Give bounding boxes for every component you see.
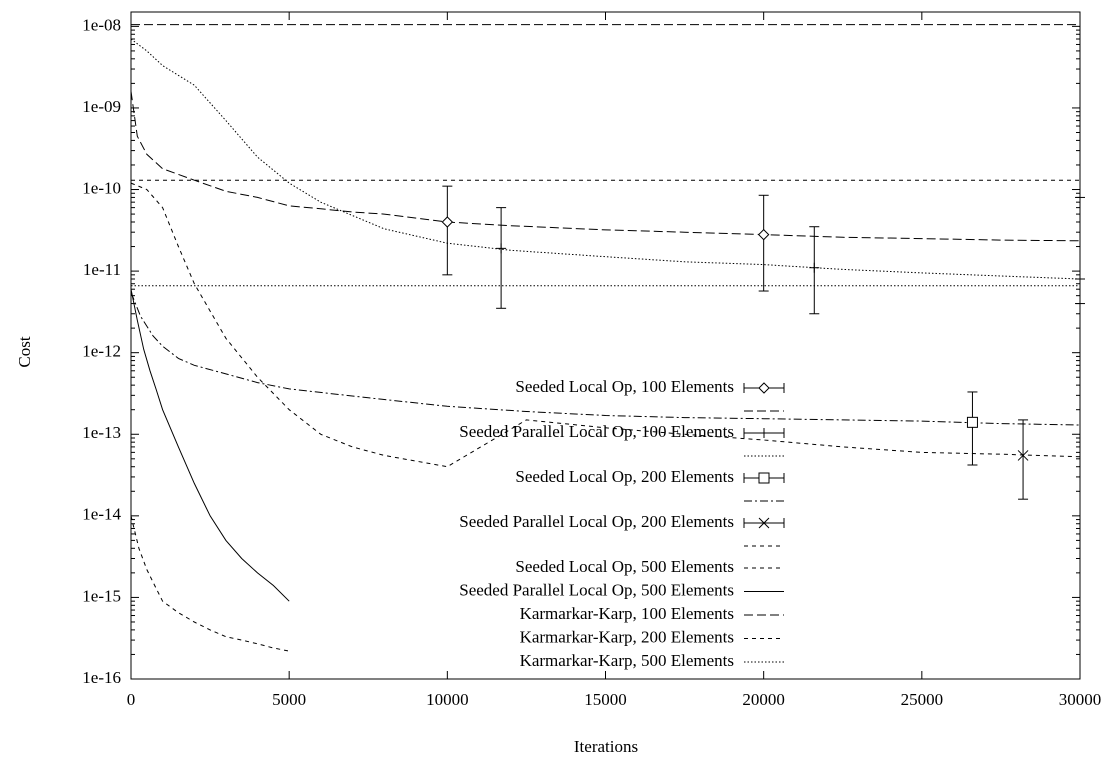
cross-marker (1017, 450, 1029, 461)
diamond-marker (441, 216, 454, 228)
series-line (130, 292, 1081, 426)
legend-label: Seeded Local Op, 500 Elements (515, 557, 734, 576)
x-tick-label: 5000 (272, 690, 306, 709)
series-3 (130, 292, 1081, 466)
y-tick-label: 1e-16 (82, 668, 121, 687)
x-tick-label: 0 (127, 690, 136, 709)
legend-item: Seeded Parallel Local Op, 100 Elements (459, 422, 785, 457)
legend-item: Seeded Local Op, 500 Elements (515, 557, 784, 576)
diamond-marker (758, 382, 770, 394)
plot-border (130, 11, 1081, 680)
square-marker (758, 472, 770, 484)
y-tick-label: 1e-11 (83, 260, 121, 279)
x-tick-label: 25000 (901, 690, 944, 709)
cross-marker (758, 517, 770, 529)
series-4 (130, 182, 1081, 500)
x-tick-label: 20000 (742, 690, 785, 709)
axis-ticks: 1e-16 1e-15 1e-14 1e-13 1e-12 1e-11 1e-10 1e-09… (82, 12, 1101, 709)
legend-item: Karmarkar-Karp, 200 Elements (520, 627, 784, 646)
series-5 (130, 515, 290, 652)
legend-item: Karmarkar-Karp, 100 Elements (520, 604, 784, 623)
legend-label: Karmarkar-Karp, 100 Elements (520, 604, 734, 623)
series-line (130, 91, 1081, 242)
y-tick-label: 1e-08 (82, 15, 121, 34)
legend-label: Seeded Local Op, 100 Elements (515, 377, 734, 396)
legend-item: Seeded Parallel Local Op, 500 Elements (459, 580, 784, 599)
y-tick-label: 1e-13 (82, 423, 121, 442)
y-tick-label: 1e-12 (82, 342, 121, 361)
legend-label: Seeded Parallel Local Op, 500 Elements (459, 580, 734, 599)
legend-label: Seeded Local Op, 200 Elements (515, 467, 734, 486)
series-layer (130, 24, 1085, 652)
legend: Seeded Local Op, 100 Elements Seeded Para… (459, 377, 785, 670)
x-tick-label: 30000 (1059, 690, 1102, 709)
x-axis-title: Iterations (574, 737, 638, 756)
y-tick-label: 1e-09 (82, 97, 121, 116)
series-line (130, 515, 290, 652)
x-tick-label: 10000 (426, 690, 469, 709)
series-2 (130, 38, 1085, 315)
legend-item: Seeded Parallel Local Op, 200 Elements (459, 512, 785, 547)
legend-item: Seeded Local Op, 100 Elements (515, 377, 785, 412)
series-6 (130, 289, 290, 602)
y-tick-label: 1e-10 (82, 178, 121, 197)
legend-item: Seeded Local Op, 200 Elements (515, 467, 785, 502)
series-1 (130, 91, 1081, 292)
square-marker (966, 416, 978, 428)
legend-label: Seeded Parallel Local Op, 100 Elements (459, 422, 734, 441)
diamond-marker (757, 228, 770, 241)
y-axis-title: Cost (15, 336, 34, 367)
y-tick-label: 1e-14 (82, 505, 121, 524)
legend-label: Karmarkar-Karp, 200 Elements (520, 627, 734, 646)
legend-label: Seeded Parallel Local Op, 200 Elements (459, 512, 734, 531)
legend-label: Karmarkar-Karp, 500 Elements (520, 651, 734, 670)
series-line (130, 289, 290, 602)
series-line (130, 182, 1081, 468)
x-tick-label: 15000 (584, 690, 627, 709)
legend-item: Karmarkar-Karp, 500 Elements (520, 651, 784, 670)
series-line (130, 38, 1081, 280)
y-tick-label: 1e-15 (82, 586, 121, 605)
plot-frame (130, 11, 1081, 680)
